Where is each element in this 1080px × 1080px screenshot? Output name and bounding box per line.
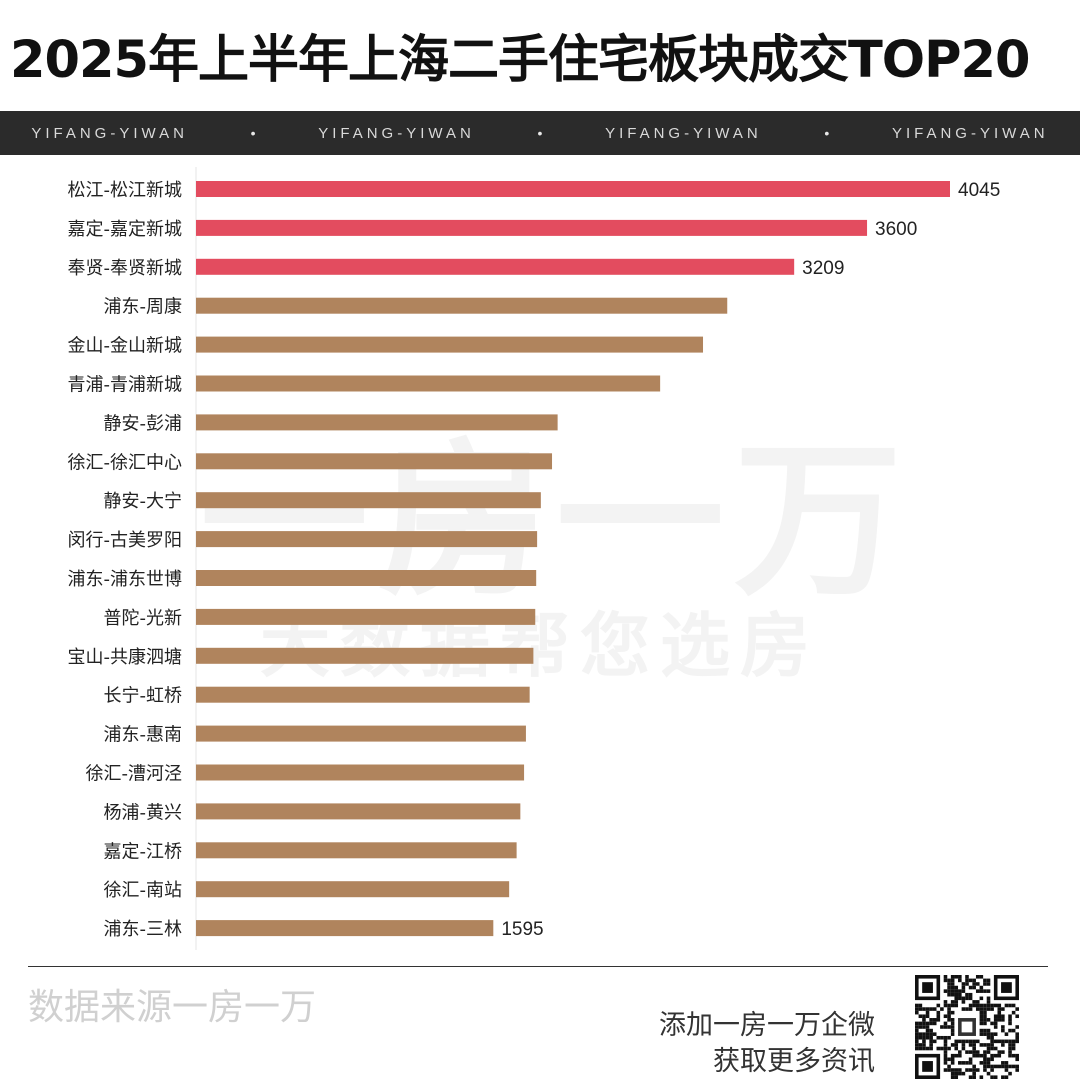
- banner-separator: •: [824, 125, 830, 141]
- bar: [196, 881, 510, 898]
- data-label: 3209: [802, 258, 844, 279]
- banner-separator: •: [250, 125, 256, 141]
- category-label: 嘉定-嘉定新城: [68, 219, 183, 240]
- qr-code-icon[interactable]: [915, 975, 1019, 1079]
- category-label: 徐汇-南站: [104, 880, 183, 901]
- bar: [196, 492, 541, 509]
- chart-title: 2025年上半年上海二手住宅板块成交TOP20: [10, 31, 1030, 90]
- bar: [196, 686, 530, 703]
- cta-line: 添加一房一万企微: [659, 1010, 875, 1041]
- bar: [196, 531, 538, 548]
- category-label: 普陀-光新: [104, 608, 183, 629]
- category-label: 闵行-古美罗阳: [68, 530, 183, 551]
- bar: [196, 336, 704, 353]
- bar: [196, 608, 536, 625]
- bar: [196, 297, 728, 314]
- bar: [196, 920, 494, 937]
- category-label: 静安-大宁: [104, 491, 183, 512]
- category-label: 徐汇-徐汇中心: [68, 452, 183, 473]
- data-label: 4045: [958, 180, 1000, 201]
- footer-divider: [28, 966, 1048, 967]
- category-label: 浦东-惠南: [104, 725, 183, 746]
- banner-text: YIFANG-YIWAN: [605, 124, 762, 142]
- bar: [196, 375, 661, 392]
- category-label: 浦东-周康: [104, 297, 183, 318]
- bar: [196, 414, 558, 431]
- bar: [196, 453, 553, 470]
- data-label: 1595: [501, 919, 543, 940]
- banner-text: YIFANG-YIWAN: [891, 124, 1049, 142]
- bar: [196, 725, 526, 742]
- category-label: 浦东-浦东世博: [68, 569, 183, 590]
- category-label: 长宁-虹桥: [104, 686, 183, 707]
- category-label: 金山-金山新城: [68, 336, 183, 357]
- bar: [196, 258, 795, 275]
- bar-chart: 松江-松江新城 4045 嘉定-嘉定新城 3600 奉贤-奉贤新城 3209 浦东-周康金山…: [68, 167, 1000, 950]
- category-label: 浦东-三林: [104, 919, 183, 940]
- brand-banner: YIFANG-YIWAN • YIFANG-YIWAN • YIFANG-YIW…: [0, 111, 1080, 155]
- data-source: 数据来源一房一万: [28, 987, 317, 1028]
- bar: [196, 219, 868, 236]
- category-label: 嘉定-江桥: [104, 841, 183, 862]
- banner-text: YIFANG-YIWAN: [318, 124, 475, 142]
- bar: [196, 181, 950, 197]
- cta-line: 获取更多资讯: [713, 1046, 875, 1077]
- bar: [196, 764, 525, 781]
- bar: [196, 647, 534, 664]
- data-label: 3600: [875, 219, 917, 240]
- banner-separator: •: [537, 125, 543, 141]
- category-label: 杨浦-黄兴: [104, 802, 183, 823]
- banner-text: YIFANG-YIWAN: [31, 124, 188, 142]
- category-label: 松江-松江新城: [68, 180, 183, 201]
- category-label: 青浦-青浦新城: [68, 375, 183, 396]
- bar: [196, 570, 537, 586]
- category-label: 徐汇-漕河泾: [86, 764, 183, 785]
- bar: [196, 803, 521, 820]
- bar: [196, 842, 517, 859]
- category-label: 奉贤-奉贤新城: [68, 258, 183, 279]
- category-label: 宝山-共康泗塘: [68, 647, 183, 668]
- contact-cta: 添加一房一万企微 获取更多资讯: [659, 1008, 875, 1080]
- category-label: 静安-彭浦: [104, 413, 183, 434]
